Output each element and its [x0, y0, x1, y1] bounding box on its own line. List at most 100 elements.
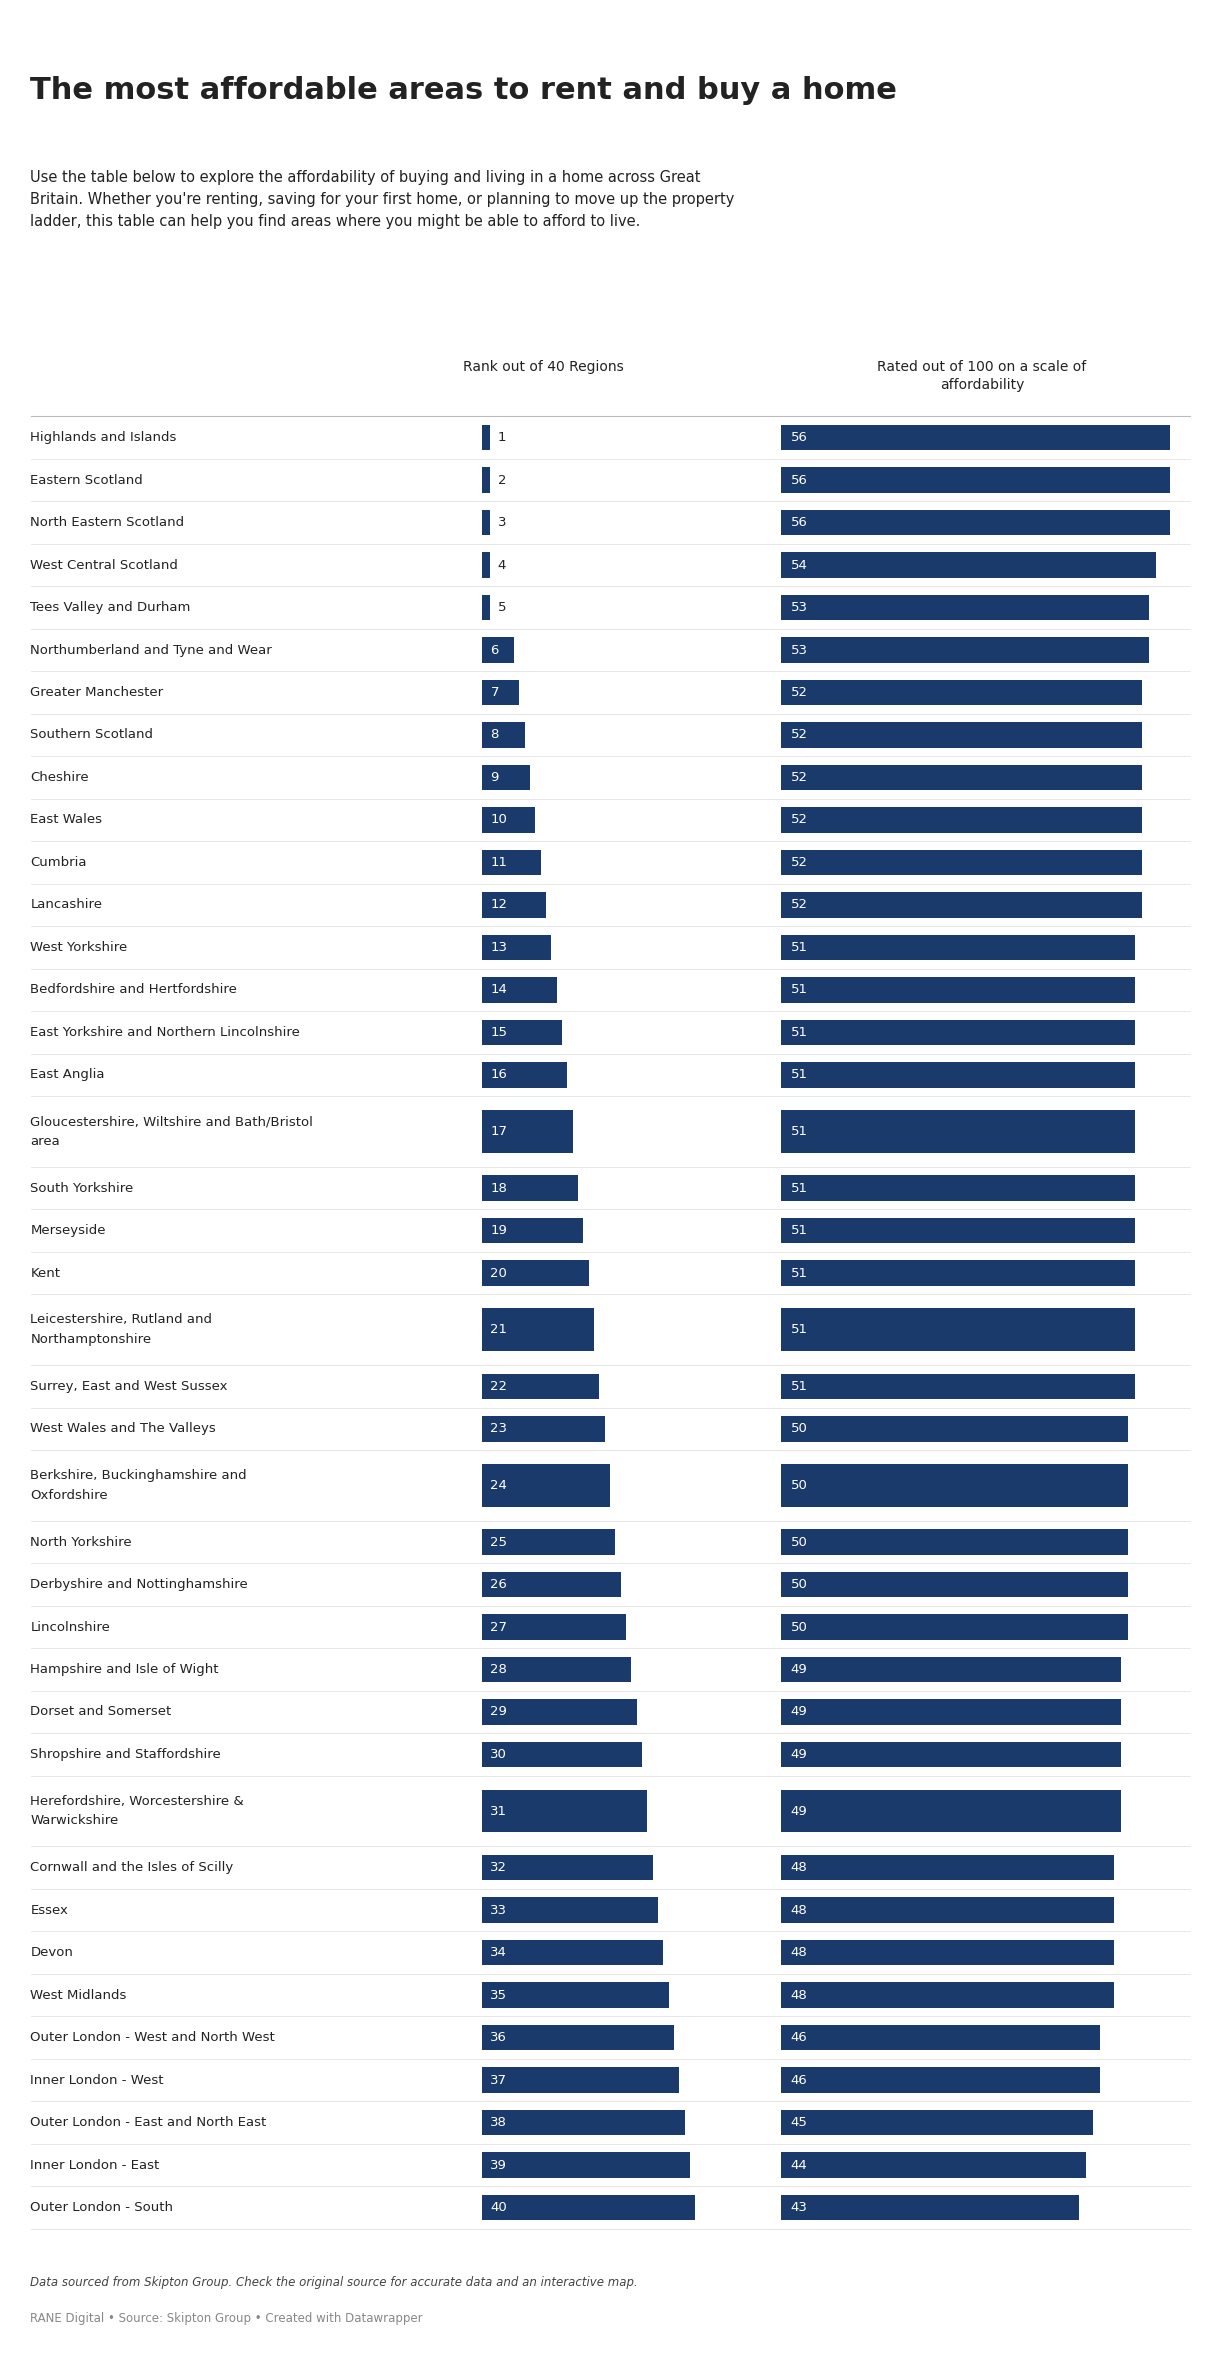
Text: Warwickshire: Warwickshire	[30, 1815, 118, 1827]
FancyBboxPatch shape	[482, 1789, 648, 1831]
FancyBboxPatch shape	[781, 1375, 1135, 1398]
FancyBboxPatch shape	[482, 1699, 637, 1725]
FancyBboxPatch shape	[781, 1983, 1114, 2009]
Text: Tees Valley and Durham: Tees Valley and Durham	[30, 601, 190, 615]
Text: 35: 35	[490, 1990, 508, 2002]
FancyBboxPatch shape	[781, 1110, 1135, 1152]
Text: 39: 39	[490, 2158, 508, 2172]
Text: Cornwall and the Isles of Scilly: Cornwall and the Isles of Scilly	[30, 1862, 234, 1874]
Text: 20: 20	[490, 1266, 508, 1280]
Text: Lincolnshire: Lincolnshire	[30, 1621, 110, 1633]
Text: West Midlands: West Midlands	[30, 1990, 127, 2002]
FancyBboxPatch shape	[482, 1741, 642, 1767]
Text: Inner London - East: Inner London - East	[30, 2158, 160, 2172]
FancyBboxPatch shape	[781, 807, 1142, 833]
Text: 29: 29	[490, 1706, 508, 1718]
Text: 48: 48	[791, 1905, 808, 1916]
Text: 49: 49	[791, 1748, 808, 1760]
FancyBboxPatch shape	[781, 764, 1142, 790]
FancyBboxPatch shape	[482, 807, 536, 833]
FancyBboxPatch shape	[781, 1656, 1121, 1682]
FancyBboxPatch shape	[482, 426, 490, 450]
Text: 49: 49	[791, 1706, 808, 1718]
FancyBboxPatch shape	[482, 2196, 695, 2219]
Text: 50: 50	[791, 1536, 808, 1550]
Text: 52: 52	[791, 899, 808, 911]
FancyBboxPatch shape	[781, 1741, 1121, 1767]
Text: 11: 11	[490, 856, 508, 868]
FancyBboxPatch shape	[781, 977, 1135, 1003]
Text: 53: 53	[791, 644, 808, 655]
FancyBboxPatch shape	[482, 679, 520, 705]
Text: 46: 46	[791, 2073, 808, 2087]
FancyBboxPatch shape	[482, 1898, 658, 1924]
Text: 4: 4	[498, 558, 506, 573]
FancyBboxPatch shape	[781, 1308, 1135, 1351]
Text: 21: 21	[490, 1323, 508, 1337]
Text: 28: 28	[490, 1663, 508, 1675]
Text: 25: 25	[490, 1536, 508, 1550]
Text: Derbyshire and Nottinghamshire: Derbyshire and Nottinghamshire	[30, 1578, 248, 1590]
Text: 51: 51	[791, 1223, 808, 1237]
FancyBboxPatch shape	[781, 1062, 1135, 1088]
Text: Gloucestershire, Wiltshire and Bath/Bristol: Gloucestershire, Wiltshire and Bath/Bris…	[30, 1114, 314, 1129]
FancyBboxPatch shape	[482, 1940, 664, 1966]
Text: 51: 51	[791, 1266, 808, 1280]
Text: West Yorkshire: West Yorkshire	[30, 942, 128, 953]
Text: Cumbria: Cumbria	[30, 856, 87, 868]
Text: 44: 44	[791, 2158, 808, 2172]
Text: 15: 15	[490, 1027, 508, 1039]
Text: 19: 19	[490, 1223, 508, 1237]
FancyBboxPatch shape	[781, 1218, 1135, 1242]
FancyBboxPatch shape	[482, 1062, 567, 1088]
Text: 38: 38	[490, 2115, 508, 2129]
Text: Kent: Kent	[30, 1266, 61, 1280]
Text: Oxfordshire: Oxfordshire	[30, 1488, 109, 1502]
Text: Leicestershire, Rutland and: Leicestershire, Rutland and	[30, 1313, 212, 1327]
Text: 32: 32	[490, 1862, 508, 1874]
Text: Eastern Scotland: Eastern Scotland	[30, 473, 143, 487]
Text: 17: 17	[490, 1124, 508, 1138]
Text: 51: 51	[791, 1323, 808, 1337]
FancyBboxPatch shape	[781, 1176, 1135, 1202]
Text: South Yorkshire: South Yorkshire	[30, 1181, 134, 1195]
FancyBboxPatch shape	[781, 1855, 1114, 1881]
Text: 48: 48	[791, 1947, 808, 1959]
Text: 51: 51	[791, 1069, 808, 1081]
FancyBboxPatch shape	[781, 679, 1142, 705]
Text: 34: 34	[490, 1947, 508, 1959]
Text: 3: 3	[498, 516, 506, 530]
FancyBboxPatch shape	[781, 1465, 1127, 1507]
Text: Surrey, East and West Sussex: Surrey, East and West Sussex	[30, 1379, 228, 1394]
Text: 46: 46	[791, 2030, 808, 2044]
FancyBboxPatch shape	[781, 1528, 1127, 1554]
Text: 50: 50	[791, 1621, 808, 1633]
Text: Outer London - South: Outer London - South	[30, 2200, 173, 2215]
Text: 7: 7	[490, 686, 499, 698]
Text: East Yorkshire and Northern Lincolnshire: East Yorkshire and Northern Lincolnshire	[30, 1027, 300, 1039]
Text: Southern Scotland: Southern Scotland	[30, 729, 154, 741]
FancyBboxPatch shape	[482, 1528, 615, 1554]
Text: Data sourced from Skipton Group. Check the original source for accurate data and: Data sourced from Skipton Group. Check t…	[30, 2276, 638, 2288]
FancyBboxPatch shape	[781, 594, 1149, 620]
Text: RANE Digital • Source: Skipton Group • Created with Datawrapper: RANE Digital • Source: Skipton Group • C…	[30, 2312, 423, 2323]
Text: 50: 50	[791, 1479, 808, 1493]
Text: West Central Scotland: West Central Scotland	[30, 558, 178, 573]
Text: 40: 40	[490, 2200, 508, 2215]
Text: 13: 13	[490, 942, 508, 953]
FancyBboxPatch shape	[482, 935, 551, 961]
FancyBboxPatch shape	[781, 1020, 1135, 1046]
Text: West Wales and The Valleys: West Wales and The Valleys	[30, 1422, 216, 1436]
FancyBboxPatch shape	[781, 468, 1170, 492]
Text: 8: 8	[490, 729, 499, 741]
Text: 53: 53	[791, 601, 808, 615]
Text: Northumberland and Tyne and Wear: Northumberland and Tyne and Wear	[30, 644, 272, 655]
Text: 48: 48	[791, 1862, 808, 1874]
FancyBboxPatch shape	[482, 1415, 605, 1441]
FancyBboxPatch shape	[781, 935, 1135, 961]
FancyBboxPatch shape	[781, 2110, 1093, 2136]
Text: 50: 50	[791, 1422, 808, 1436]
Text: 51: 51	[791, 942, 808, 953]
Text: 52: 52	[791, 856, 808, 868]
Text: 2: 2	[498, 473, 506, 487]
